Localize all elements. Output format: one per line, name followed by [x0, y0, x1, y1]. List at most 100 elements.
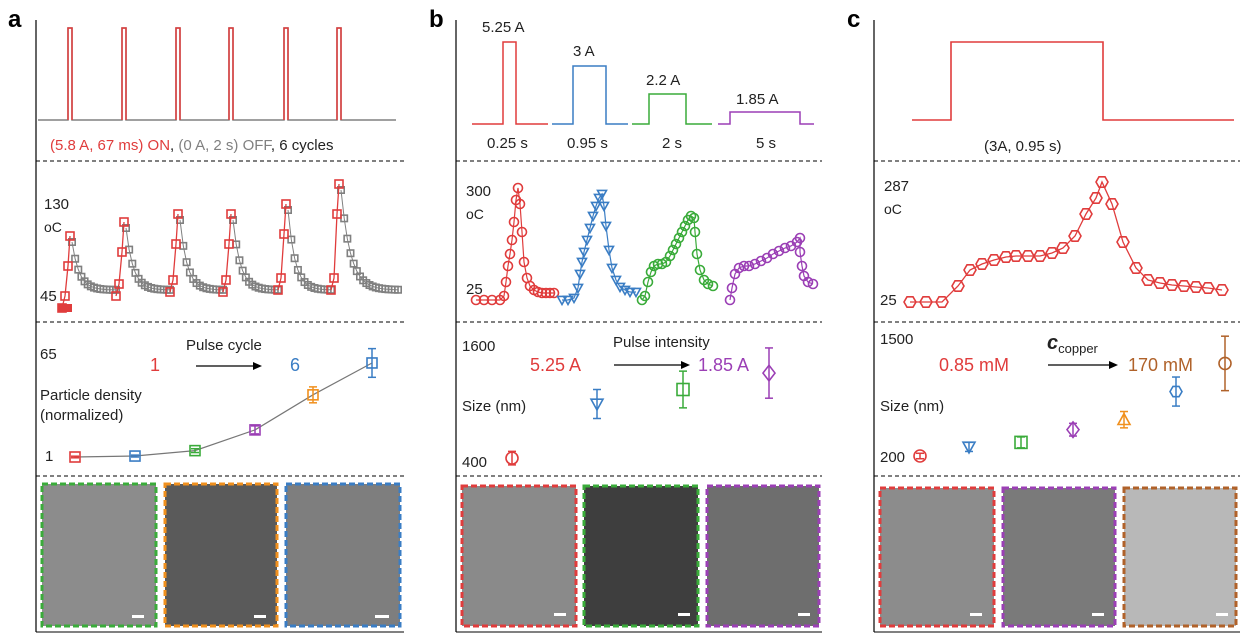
heating-marker — [173, 209, 183, 219]
temp-point — [679, 220, 691, 232]
temp-point — [919, 295, 933, 309]
panel-a-arrow-from: 1 — [150, 355, 160, 375]
pulse-current-4: 1.85 A — [736, 91, 779, 108]
panel-c-pulse-label: (3A, 0.95 s) — [984, 138, 1062, 155]
heating-marker — [218, 287, 228, 297]
temp-point — [738, 260, 750, 272]
panel-letter-b: b — [429, 6, 444, 33]
temp-point — [1045, 247, 1059, 260]
temp-point — [689, 226, 701, 238]
temp-point — [1033, 250, 1047, 263]
heating-marker — [226, 209, 236, 219]
caption-on: (5.8 A, 67 ms) ON — [50, 137, 170, 154]
temp-point — [694, 264, 706, 276]
temp-point — [903, 295, 917, 309]
temp-point — [470, 294, 482, 306]
temp-point — [1009, 250, 1023, 263]
temp-point — [1056, 242, 1070, 254]
temp-marker — [182, 258, 191, 267]
temp-point — [556, 295, 568, 307]
rise-line-2 — [115, 221, 125, 297]
temp-point — [606, 263, 618, 275]
heating-marker — [276, 273, 286, 283]
temp-point — [1095, 176, 1109, 188]
heating-marker — [65, 231, 75, 241]
temp-marker — [349, 259, 358, 268]
temp-point — [743, 260, 755, 272]
temp-point — [670, 238, 682, 250]
heating-marker — [273, 285, 283, 295]
size-point-1 — [913, 449, 927, 463]
panel-c-size-chart — [913, 335, 1232, 463]
temp-point — [516, 226, 528, 238]
panel-c-temperature-trace — [903, 176, 1229, 309]
temp-point — [688, 212, 700, 224]
temp-trace-1 — [476, 187, 554, 301]
density-point-6 — [366, 357, 378, 369]
rise-line-4 — [222, 213, 232, 293]
temp-point — [767, 248, 779, 260]
heating-marker — [221, 275, 231, 285]
panel-a-pulse-train — [38, 27, 396, 121]
temp-point — [504, 248, 516, 260]
density-trend-line — [74, 362, 373, 458]
temp-point — [642, 276, 654, 288]
panel-a-ylabel-2: (normalized) — [40, 407, 123, 424]
temp-point — [498, 290, 510, 302]
panel-letter-c: c — [847, 6, 860, 33]
panel-c-size-bottom: 200 — [880, 449, 905, 466]
panel-letter-a: a — [8, 6, 22, 33]
temp-point — [645, 266, 657, 278]
heating-marker — [114, 279, 124, 289]
density-point-5 — [307, 389, 319, 401]
panel-b-arrow-from: 5.25 A — [530, 355, 581, 375]
sem-image-orange — [163, 482, 279, 628]
temp-point — [794, 246, 806, 258]
heating-marker — [117, 247, 127, 257]
temp-marker — [235, 256, 244, 265]
temp-point — [664, 250, 676, 262]
pulse-duration-2: 0.95 s — [567, 135, 608, 152]
sem-image-purple — [1001, 486, 1117, 628]
panel-c-temp-top: 287 — [884, 178, 909, 195]
temp-marker — [293, 265, 302, 274]
temp-point — [685, 210, 697, 222]
sem-image-green — [40, 482, 158, 628]
pulse-current-1: 5.25 A — [482, 19, 525, 36]
size-point-3 — [1014, 435, 1028, 450]
temp-point — [568, 293, 580, 305]
sem-image-red — [878, 486, 996, 628]
temp-point — [544, 287, 556, 299]
heating-marker — [168, 275, 178, 285]
pulse-off-line — [38, 27, 396, 121]
temp-point — [574, 269, 586, 281]
decay-curve-6 — [340, 189, 399, 291]
temp-point — [667, 244, 679, 256]
temp-point — [600, 221, 612, 233]
temp-point — [630, 287, 642, 299]
temp-point — [726, 282, 738, 294]
temp-point — [639, 290, 651, 302]
temp-point — [773, 245, 785, 257]
temp-point — [587, 211, 599, 223]
panel-c-sem-images — [878, 486, 1238, 628]
panel-b-pulse-shapes — [472, 41, 814, 125]
heating-marker — [334, 179, 344, 189]
temp-point — [999, 251, 1013, 264]
temp-point — [1116, 236, 1130, 248]
temp-point — [975, 257, 989, 271]
temp-point — [724, 294, 736, 306]
rise-line-3 — [169, 213, 179, 293]
heating-marker — [111, 291, 121, 301]
temp-point — [733, 262, 745, 274]
temp-point — [794, 232, 806, 244]
pulse-duration-3: 2 s — [662, 135, 682, 152]
pulse-shape-2 — [552, 65, 628, 125]
density-point-1 — [69, 451, 81, 463]
panel-b-size-top: 1600 — [462, 338, 495, 355]
decay-curve-5 — [287, 209, 332, 291]
arrow-label-main: c — [1047, 332, 1058, 354]
pulse-on-5 — [283, 27, 289, 120]
temp-point — [1068, 230, 1082, 242]
